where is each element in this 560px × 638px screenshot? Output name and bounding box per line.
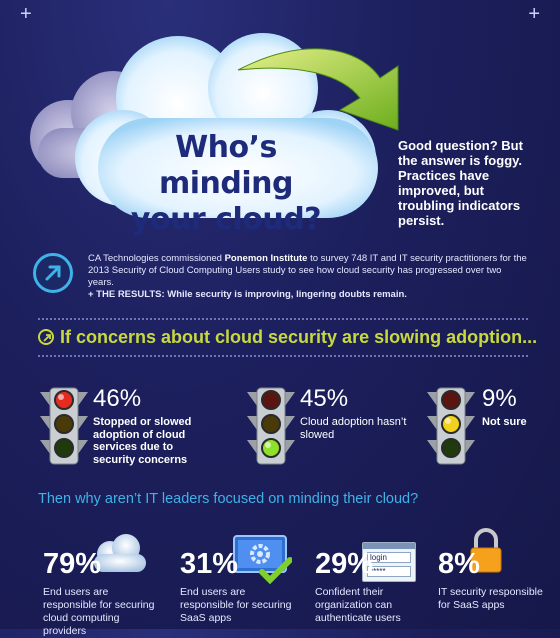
- stat-percent: 9%: [482, 385, 517, 412]
- cloud-icon: [94, 534, 146, 572]
- stat-description: IT security responsible for SaaS apps: [438, 586, 543, 611]
- traffic-light-icon: [247, 387, 295, 465]
- stat-not-slowed: 45% Cloud adoption hasn’t slowed: [300, 386, 410, 441]
- stat-description: End users are responsible for securing c…: [43, 586, 155, 637]
- stat-percent: 31%: [180, 548, 239, 580]
- stat-authenticate: 29% Confident their organization can aut…: [315, 548, 420, 625]
- dotted-divider: [38, 318, 528, 320]
- stat-percent: 46%: [93, 385, 142, 412]
- stat-it-security: 8% IT security responsible for SaaS apps: [438, 548, 553, 612]
- stat-stopped: 46% Stopped or slowed adoption of cloud …: [93, 386, 203, 466]
- page-title: Who’s minding your cloud?: [130, 130, 322, 237]
- stat-description: Not sure: [482, 416, 527, 428]
- stat-not-sure: 9% Not sure: [482, 386, 552, 429]
- arrow-circle-icon: [38, 329, 54, 345]
- header-cloud: Who’s minding your cloud?: [28, 18, 408, 238]
- stat-description: Confident their organization can authent…: [315, 586, 401, 624]
- question-adoption: If concerns about cloud security are slo…: [38, 325, 548, 349]
- monitor-gear-icon: [233, 535, 292, 584]
- stat-description: End users are responsible for securing S…: [180, 586, 292, 624]
- traffic-light-icon: [40, 387, 88, 465]
- arrow-up-right-icon: [33, 253, 73, 293]
- intro-text: CA Technologies commissioned Ponemon Ins…: [88, 253, 527, 300]
- stat-percent: 29%: [315, 548, 374, 580]
- cloud-illustration: [30, 33, 399, 218]
- corner-plus-left: +: [20, 3, 32, 25]
- padlock-icon: [470, 528, 502, 573]
- results-text: + THE RESULTS: While security is improvi…: [88, 289, 407, 300]
- dotted-divider: [38, 355, 528, 357]
- answer-text: Good question? But the answer is foggy. …: [398, 138, 523, 228]
- stat-end-users-cloud: 79% End users are responsible for securi…: [43, 548, 163, 638]
- corner-plus-right: +: [528, 3, 540, 25]
- stat-end-users-saas: 31% End users are responsible for securi…: [180, 548, 300, 625]
- question-focus: Then why aren’t IT leaders focused on mi…: [38, 491, 419, 507]
- stat-description: Cloud adoption hasn’t slowed: [300, 416, 407, 441]
- traffic-light-icon: [427, 387, 475, 465]
- stat-percent: 8%: [438, 548, 480, 580]
- stat-description: Stopped or slowed adoption of cloud serv…: [93, 416, 192, 466]
- stat-percent: 45%: [300, 385, 349, 412]
- login-window-icon: login *****: [362, 542, 416, 582]
- stat-percent: 79%: [43, 548, 102, 580]
